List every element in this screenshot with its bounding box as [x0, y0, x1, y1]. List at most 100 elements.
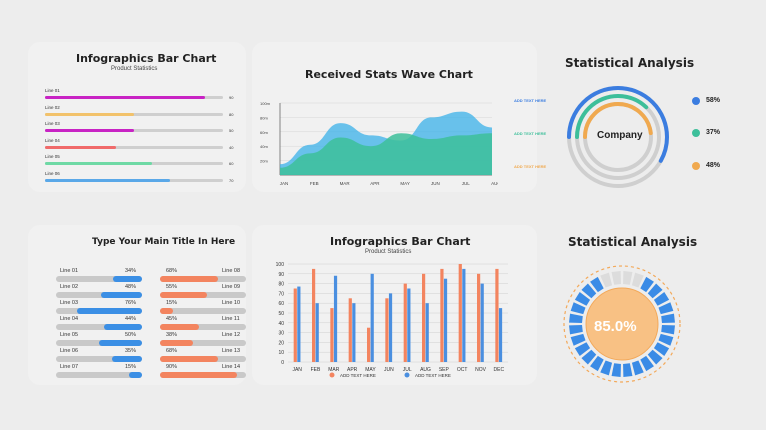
bar — [352, 303, 356, 362]
bar-track — [45, 112, 223, 116]
ring-arc — [583, 102, 653, 172]
bar — [443, 278, 448, 362]
x-tick-label: AUG — [491, 181, 498, 186]
pill-label: Line 08 — [222, 268, 241, 274]
y-tick-label: 20m — [260, 159, 268, 164]
gauge-fill — [586, 288, 658, 360]
pill-label: Line 01 — [60, 268, 79, 274]
pills-title: Type Your Main Title In Here — [92, 237, 236, 247]
stat1-title: Statistical Analysis — [565, 56, 695, 70]
y-tick-label: 80 — [278, 282, 284, 288]
pill-label: Line 04 — [60, 316, 79, 322]
bar-value-label: 60 — [229, 161, 234, 166]
bar — [403, 283, 407, 362]
pill-track — [56, 372, 142, 378]
pill-label: Line 11 — [222, 316, 240, 322]
pill-bar — [129, 372, 142, 378]
pill-pct: 15% — [166, 300, 178, 306]
bar-value-label: 90 — [229, 95, 234, 100]
pill-pct: 34% — [125, 268, 137, 274]
y-tick-label: 70 — [278, 291, 284, 297]
bar-label: Line 06 — [45, 170, 60, 176]
gauge-segment — [640, 276, 654, 293]
stat1-dot-2 — [692, 129, 700, 137]
bar — [45, 145, 117, 149]
pill-bar — [100, 292, 142, 298]
x-tick-label: APR — [347, 367, 358, 373]
gauge-segment — [570, 333, 586, 346]
x-tick-label: AUG — [420, 367, 431, 373]
bar2-title: Infographics Bar Chart — [330, 235, 471, 248]
x-tick-label: DEC — [494, 367, 505, 373]
gauge-segment — [631, 360, 644, 376]
gauge-segment — [611, 271, 621, 285]
wave-legend-3: ADD TEXT HERE — [514, 164, 547, 169]
pill-label: Line 02 — [60, 284, 79, 290]
bar — [480, 283, 484, 362]
x-tick-label: JUL — [403, 367, 412, 373]
gauge-segment — [658, 302, 674, 315]
bar — [45, 129, 134, 132]
stat1-pct-1: 58% — [706, 97, 721, 104]
wave-legend-1: ADD TEXT HERE — [514, 98, 547, 103]
y-tick-label: 20 — [278, 340, 284, 346]
bar — [407, 288, 411, 362]
bar — [348, 298, 352, 362]
bar — [477, 273, 481, 362]
pill-bar — [112, 276, 142, 282]
x-tick-label: NOV — [475, 367, 487, 373]
legend-dot — [404, 372, 410, 378]
pill-bar — [99, 340, 142, 346]
pill-bar — [76, 308, 142, 314]
x-tick-label: JUL — [462, 181, 470, 186]
bar-label: Line 03 — [45, 121, 60, 126]
gauge-segment — [653, 342, 670, 356]
pill-pct: 45% — [166, 316, 178, 322]
bar — [440, 268, 444, 362]
y-tick-label: 100 — [276, 262, 285, 268]
x-tick-label: OCT — [457, 367, 468, 373]
stat1-dot-3 — [692, 162, 700, 170]
gauge-segment — [611, 363, 621, 377]
pill-bar — [160, 340, 193, 346]
bar-value-label: 70 — [229, 177, 234, 183]
pill-bar — [111, 356, 142, 362]
pill-bar — [160, 276, 219, 282]
gauge-segment — [658, 333, 674, 346]
pill-pct: 90% — [166, 364, 178, 370]
pill-bar — [160, 292, 208, 298]
pill-bar — [104, 324, 142, 330]
x-tick-label: FEB — [311, 367, 321, 373]
pill-bar — [160, 356, 219, 362]
pill-pct: 15% — [125, 364, 137, 370]
bar — [462, 268, 466, 362]
stat2-value: 85.0% — [594, 318, 637, 335]
x-tick-label: JUN — [384, 367, 394, 373]
pill-pct: 38% — [166, 332, 178, 338]
gauge-segment — [581, 349, 597, 365]
x-tick-label: MAR — [340, 181, 351, 186]
y-tick-label: 10 — [278, 350, 284, 356]
wave-title: Received Stats Wave Chart — [305, 68, 473, 81]
y-tick-label: 40 — [278, 321, 284, 327]
stat2-title: Statistical Analysis — [568, 235, 698, 249]
wave-legend-2: ADD TEXT HERE — [514, 131, 547, 136]
y-tick-label: 60 — [278, 301, 284, 307]
y-tick-label: 50 — [278, 311, 284, 317]
bar — [45, 96, 206, 99]
top-left-subtitle: Product Statistics — [111, 66, 158, 72]
bar — [425, 303, 429, 362]
gauge-segment — [590, 276, 604, 293]
stat1-pct-3: 48% — [706, 162, 721, 169]
bar — [330, 308, 334, 362]
pill-pct: 35% — [125, 348, 137, 354]
pill-pct: 50% — [125, 332, 137, 338]
x-tick-label: JAN — [292, 367, 302, 373]
bar — [315, 303, 319, 362]
x-tick-label: FEB — [310, 181, 319, 186]
gauge-fill-border — [585, 287, 659, 361]
legend-label: ADD TEXT HERE — [415, 373, 451, 378]
y-tick-label: 80m — [260, 115, 268, 120]
x-tick-label: MAY — [365, 367, 376, 373]
x-tick-label: JAN — [280, 181, 289, 186]
